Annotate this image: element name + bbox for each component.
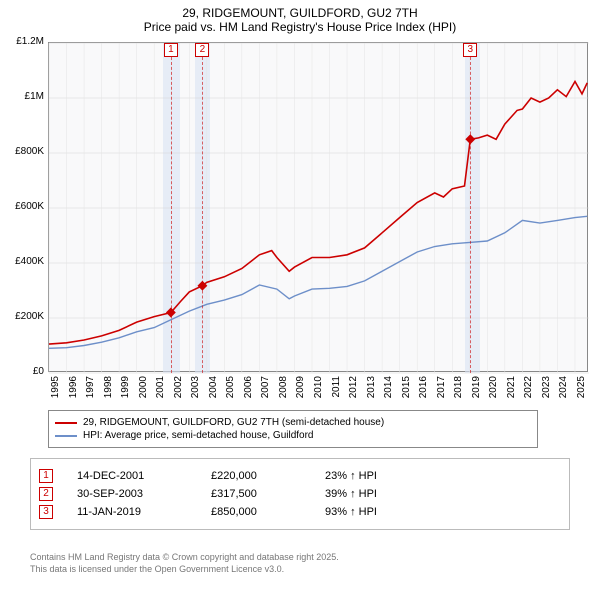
plot-area: 1 2 3 xyxy=(48,42,588,372)
legend-swatch xyxy=(55,422,77,424)
event-row: 1 14-DEC-2001 £220,000 23% ↑ HPI xyxy=(39,469,561,483)
event-hpi: 39% ↑ HPI xyxy=(325,488,415,500)
footnote: Contains HM Land Registry data © Crown c… xyxy=(30,552,570,575)
events-table: 1 14-DEC-2001 £220,000 23% ↑ HPI 2 30-SE… xyxy=(30,458,570,530)
x-axis-ticks: 1995199619971998199920002001200220032004… xyxy=(48,372,588,402)
chart-marker: 2 xyxy=(195,43,209,57)
marker-vline xyxy=(202,57,203,373)
event-price: £317,500 xyxy=(211,488,301,500)
footnote-line: Contains HM Land Registry data © Crown c… xyxy=(30,552,570,564)
y-tick-label: £800K xyxy=(0,146,44,157)
chart-marker: 3 xyxy=(463,43,477,57)
title-line-2: Price paid vs. HM Land Registry's House … xyxy=(0,20,600,34)
legend-item: HPI: Average price, semi-detached house,… xyxy=(55,430,531,441)
chart-svg xyxy=(49,43,589,373)
event-hpi: 93% ↑ HPI xyxy=(325,506,415,518)
event-marker: 1 xyxy=(39,469,53,483)
event-marker: 3 xyxy=(39,505,53,519)
event-row: 3 11-JAN-2019 £850,000 93% ↑ HPI xyxy=(39,505,561,519)
y-tick-label: £0 xyxy=(0,366,44,377)
event-marker: 2 xyxy=(39,487,53,501)
event-date: 30-SEP-2003 xyxy=(77,488,187,500)
y-tick-label: £400K xyxy=(0,256,44,267)
event-price: £220,000 xyxy=(211,470,301,482)
event-date: 14-DEC-2001 xyxy=(77,470,187,482)
y-tick-label: £200K xyxy=(0,311,44,322)
chart-area: £0£200K£400K£600K£800K£1M£1.2M 123 19951… xyxy=(0,42,600,402)
legend-item: 29, RIDGEMOUNT, GUILDFORD, GU2 7TH (semi… xyxy=(55,417,531,428)
footnote-line: This data is licensed under the Open Gov… xyxy=(30,564,570,576)
legend-box: 29, RIDGEMOUNT, GUILDFORD, GU2 7TH (semi… xyxy=(48,410,538,448)
y-tick-label: £600K xyxy=(0,201,44,212)
event-date: 11-JAN-2019 xyxy=(77,506,187,518)
legend-swatch xyxy=(55,435,77,437)
x-tick-label: 2025 xyxy=(576,376,600,398)
legend-label: 29, RIDGEMOUNT, GUILDFORD, GU2 7TH (semi… xyxy=(83,417,384,428)
y-tick-label: £1M xyxy=(0,91,44,102)
event-price: £850,000 xyxy=(211,506,301,518)
marker-vline xyxy=(470,57,471,373)
event-row: 2 30-SEP-2003 £317,500 39% ↑ HPI xyxy=(39,487,561,501)
chart-title-block: 29, RIDGEMOUNT, GUILDFORD, GU2 7TH Price… xyxy=(0,0,600,36)
marker-vline xyxy=(171,57,172,373)
chart-marker: 1 xyxy=(164,43,178,57)
event-hpi: 23% ↑ HPI xyxy=(325,470,415,482)
legend-label: HPI: Average price, semi-detached house,… xyxy=(83,430,314,441)
title-line-1: 29, RIDGEMOUNT, GUILDFORD, GU2 7TH xyxy=(0,6,600,20)
y-tick-label: £1.2M xyxy=(0,36,44,47)
